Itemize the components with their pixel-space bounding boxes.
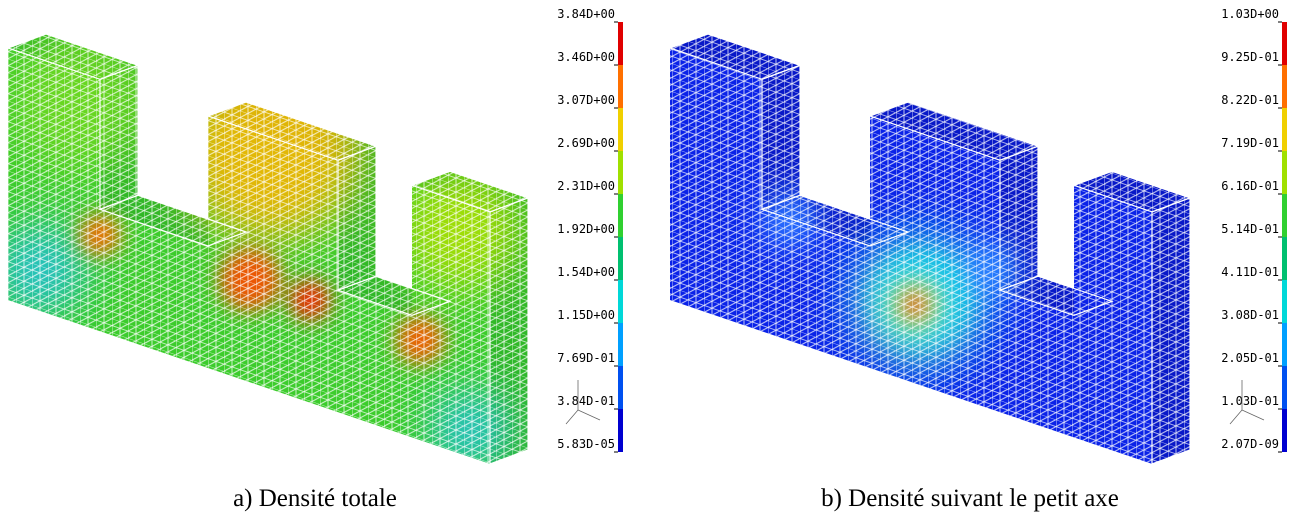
colorbar-label: 1.03D-01 [1221, 394, 1279, 408]
colorbar-label: 1.54D+00 [557, 265, 615, 279]
colorbar-label: 3.08D-01 [1221, 308, 1279, 322]
colorbar-segment [618, 366, 623, 409]
colorbar-segment [618, 22, 623, 65]
colorbar-label: 6.16D-01 [1221, 179, 1279, 193]
colorbar-segment [618, 65, 623, 108]
colorbar-segment [618, 237, 623, 280]
colorbar-label: 5.14D-01 [1221, 222, 1279, 236]
colorbar-segment [618, 323, 623, 366]
axis-triad [565, 380, 601, 425]
colorbar-segment [618, 280, 623, 323]
colorbar-label: 1.15D+00 [557, 308, 615, 322]
edge [410, 170, 530, 213]
edge [6, 33, 140, 80]
density-field [670, 34, 1190, 464]
mesh [8, 34, 528, 464]
colorbar-segment [1282, 194, 1287, 237]
mesh [670, 34, 1190, 464]
colorbar-segment [1282, 237, 1287, 280]
caption: a) Densité totale [233, 485, 397, 512]
colorbar-label: 7.19D-01 [1221, 136, 1279, 150]
colorbar-label: 3.07D+00 [557, 93, 615, 107]
panel: 3.84D+00 3.46D+00 3.07D+00 2.69D+00 2.31D+00… [6, 7, 623, 512]
colorbar-segment [1282, 151, 1287, 194]
colorbar-segment [1282, 108, 1287, 151]
density-field [8, 34, 528, 464]
colorbar-segment [1282, 409, 1287, 452]
edge [206, 101, 378, 161]
colorbar-segment [1282, 366, 1287, 409]
colorbar-label: 3.46D+00 [557, 50, 615, 64]
panel: 1.03D+00 9.25D-01 8.22D-01 7.19D-01 6.16D-01… [668, 7, 1287, 512]
colorbar-segment [618, 108, 623, 151]
colorbar-label: 8.22D-01 [1221, 93, 1279, 107]
edge [1072, 170, 1192, 213]
caption: b) Densité suivant le petit axe [821, 485, 1119, 512]
colorbar-label: 2.07D-09 [1221, 437, 1279, 451]
colorbar-label: 2.31D+00 [557, 179, 615, 193]
colorbar-label: 2.69D+00 [557, 136, 615, 150]
colorbar-label: 3.84D+00 [557, 7, 615, 21]
colorbar-segment [1282, 65, 1287, 108]
colorbar-segment [618, 151, 623, 194]
colorbar-label: 3.84D-01 [557, 394, 615, 408]
colorbar-segment [1282, 22, 1287, 65]
colorbar-label: 9.25D-01 [1221, 50, 1279, 64]
edge [668, 33, 802, 80]
colorbar-label: 4.11D-01 [1221, 265, 1279, 279]
colorbar-label: 1.03D+00 [1221, 7, 1279, 21]
colorbar-segment [1282, 280, 1287, 323]
colorbar-label: 2.05D-01 [1221, 351, 1279, 365]
axis-triad [1229, 380, 1265, 425]
colorbar-label: 7.69D-01 [557, 351, 615, 365]
colorbar-label: 5.83D-05 [557, 437, 615, 451]
colorbar-segment [1282, 323, 1287, 366]
edge [868, 101, 1040, 161]
colorbar-segment [618, 409, 623, 452]
colorbar-segment [618, 194, 623, 237]
colorbar-label: 1.92D+00 [557, 222, 615, 236]
